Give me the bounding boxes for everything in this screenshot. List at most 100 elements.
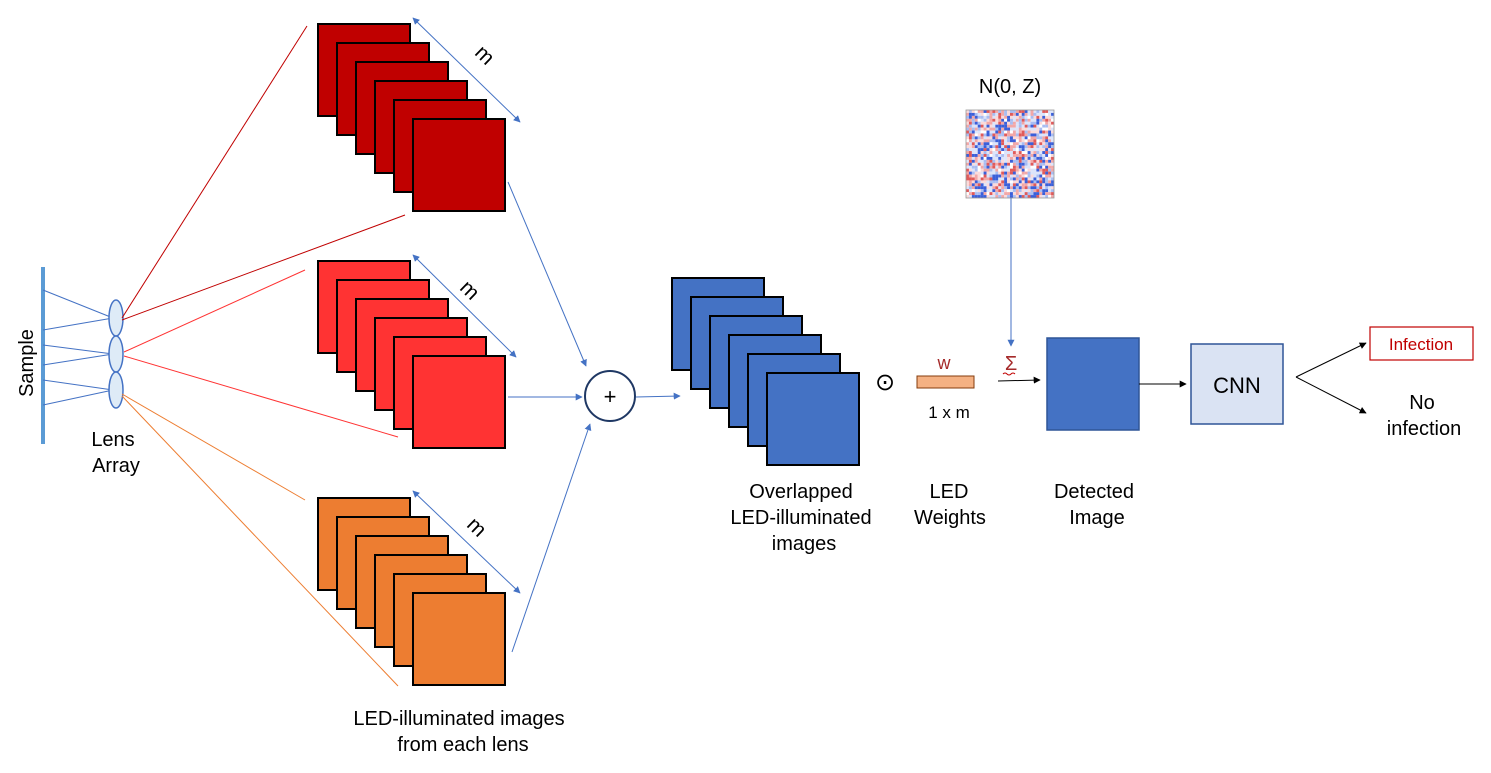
noise-pixel — [1018, 121, 1022, 125]
noise-pixel — [1015, 186, 1019, 190]
noise-pixel — [986, 142, 990, 146]
noise-pixel — [1033, 145, 1037, 149]
noise-pixel — [1012, 189, 1016, 193]
noise-pixel — [1012, 127, 1016, 131]
noise-pixel — [1007, 192, 1011, 196]
noise-pixel — [1024, 180, 1028, 184]
noise-pixel — [1045, 192, 1049, 196]
noise-pixel — [989, 133, 993, 137]
noise-pixel — [1012, 148, 1016, 152]
no-infection-label-line2: infection — [1387, 418, 1462, 440]
noise-pixel — [1015, 139, 1019, 143]
noise-pixel — [1033, 130, 1037, 134]
noise-pixel — [986, 159, 990, 163]
noise-pixel — [1036, 115, 1040, 119]
noise-pixel — [1010, 115, 1013, 119]
noise-pixel — [1027, 145, 1031, 149]
noise-pixel — [1027, 183, 1031, 187]
noise-pixel — [1036, 112, 1040, 116]
noise-pixel — [992, 133, 996, 137]
noise-pixel — [1045, 136, 1049, 140]
noise-pixel — [1051, 162, 1055, 166]
noise-pixel — [1015, 156, 1019, 160]
noise-pixel — [1051, 130, 1055, 134]
noise-pixel — [1039, 192, 1043, 196]
noise-pixel — [974, 127, 978, 131]
noise-pixel — [1027, 154, 1031, 157]
noise-pixel — [968, 121, 972, 125]
noise-pixel — [995, 115, 999, 119]
noise-pixel — [980, 165, 984, 169]
noise-pixel — [980, 183, 984, 187]
noise-pixel — [992, 159, 996, 163]
noise-pixel — [977, 162, 981, 166]
lens-array-label-line2: Array — [92, 455, 140, 477]
noise-pixel — [1024, 110, 1028, 113]
noise-pixel — [1030, 159, 1034, 163]
noise-pixel — [1033, 192, 1037, 196]
noise-pixel — [998, 110, 1002, 113]
noise-pixel — [1007, 171, 1011, 175]
noise-pixel — [1010, 148, 1013, 152]
noise-pixel — [1007, 136, 1011, 140]
noise-pixel — [1039, 145, 1043, 149]
noise-pixel — [977, 171, 981, 175]
noise-pixel — [968, 162, 972, 166]
noise-pixel — [995, 139, 999, 143]
noise-pixel — [1024, 145, 1028, 149]
no-infection-label-line1: No — [1409, 392, 1435, 414]
noise-pixel — [971, 139, 975, 143]
noise-pixel — [1015, 165, 1019, 169]
noise-pixel — [1015, 145, 1019, 149]
noise-pixel — [1042, 177, 1046, 181]
noise-pixel — [1018, 130, 1022, 134]
noise-pixel — [968, 145, 972, 149]
noise-pixel — [1021, 192, 1025, 196]
noise-pixel — [1027, 168, 1031, 172]
noise-pixel — [977, 118, 981, 122]
weight-vector — [916, 375, 975, 389]
noise-pixel — [1030, 118, 1034, 122]
noise-pixel — [983, 154, 987, 157]
noise-pixel — [1051, 124, 1055, 128]
noise-pixel — [983, 151, 987, 155]
noise-pixel — [1018, 171, 1022, 175]
noise-pixel — [992, 195, 996, 199]
noise-pixel — [974, 186, 978, 190]
noise-pixel — [974, 177, 978, 181]
stack-to-adder-arrows — [507, 181, 681, 653]
noise-pixel — [989, 186, 993, 190]
noise-pixel — [1021, 110, 1025, 113]
noise-pixel — [1030, 124, 1034, 128]
noise-pixel — [1039, 177, 1043, 181]
noise-pixel — [995, 142, 999, 146]
noise-pixel — [992, 110, 996, 113]
noise-pixel — [1033, 151, 1037, 155]
noise-pixel — [1042, 133, 1046, 137]
led-weights-caption-line1: LED — [930, 481, 969, 503]
noise-pixel — [1018, 174, 1022, 178]
noise-pixel — [1001, 115, 1005, 119]
noise-pixel — [1001, 110, 1005, 113]
noise-pixel — [980, 124, 984, 128]
noise-pixel — [1015, 115, 1019, 119]
noise-pixel — [1042, 186, 1046, 190]
noise-pixel — [1004, 118, 1008, 122]
noise-pixel — [980, 139, 984, 143]
noise-pixel — [983, 156, 987, 160]
noise-pixel — [1007, 148, 1011, 152]
noise-pixel — [974, 148, 978, 152]
noise-pixel — [1004, 168, 1008, 172]
noise-pixel — [983, 168, 987, 172]
noise-pixel — [1004, 171, 1008, 175]
noise-pixel — [992, 112, 996, 116]
noise-pixel — [989, 189, 993, 193]
noise-pixel — [983, 148, 987, 152]
noise-pixel — [1027, 159, 1031, 163]
noise-pixel — [1051, 174, 1055, 178]
noise-pixel — [989, 174, 993, 178]
noise-pixel — [1012, 162, 1016, 166]
noise-pixel — [1015, 148, 1019, 152]
noise-pixel — [1021, 156, 1025, 160]
noise-pixel — [1001, 148, 1005, 152]
